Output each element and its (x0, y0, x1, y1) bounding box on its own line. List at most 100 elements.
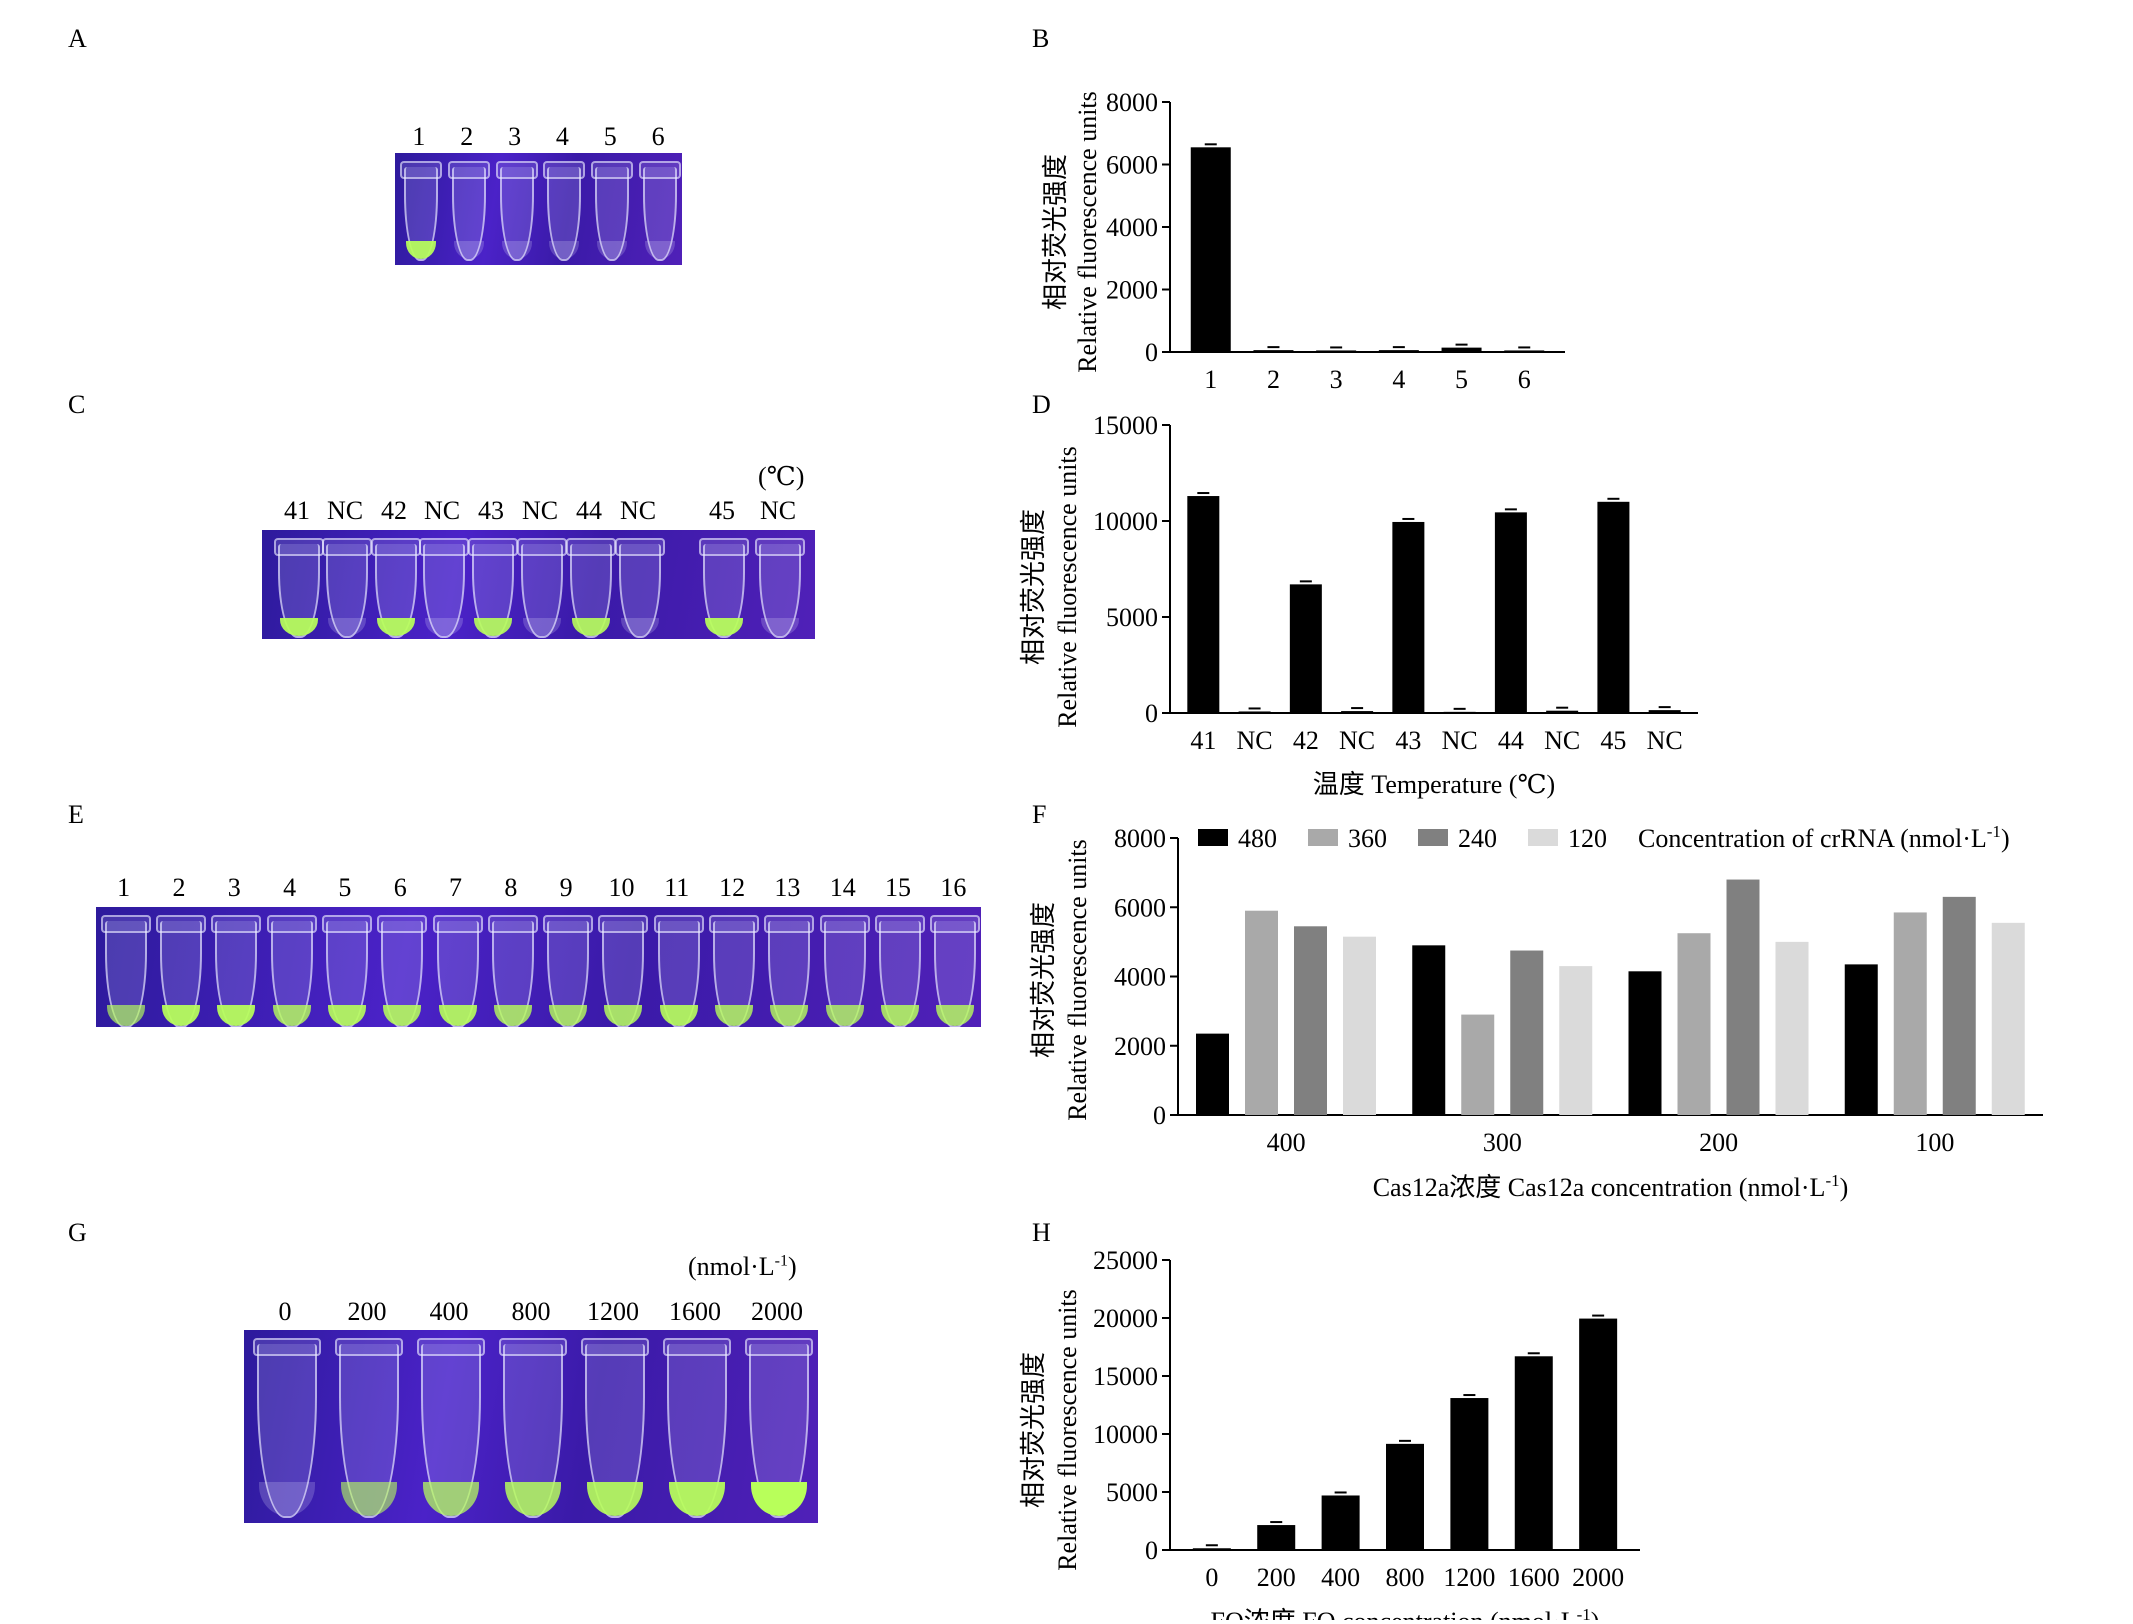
tube-label: 1 (412, 122, 426, 151)
tube-label: 6 (393, 873, 407, 902)
bar (1844, 964, 1878, 1115)
tube-fluid (549, 1005, 588, 1026)
y-tick-label: 6000 (1106, 151, 1158, 180)
tube (699, 538, 749, 638)
y-tick-label: 10000 (1093, 1420, 1158, 1449)
fq-unit-close: ) (787, 1252, 797, 1281)
tube-cap (517, 538, 567, 556)
bar (1628, 971, 1662, 1115)
tube (487, 915, 538, 1027)
tube-label: 2000 (751, 1297, 803, 1326)
tube-fluid (505, 1482, 561, 1516)
tube (432, 915, 483, 1027)
tube-cap (321, 915, 372, 933)
tube (615, 538, 665, 638)
tube-label: 41 (284, 496, 310, 525)
bar (1341, 711, 1374, 714)
x-tick-label: 5 (1455, 365, 1468, 394)
tube-label: 0 (278, 1297, 292, 1326)
tube-fluid (604, 1005, 643, 1026)
tube-strip-a (395, 153, 682, 265)
tube-strip-e (96, 907, 981, 1027)
bar (1289, 584, 1322, 713)
tube-fluid (597, 241, 628, 259)
y-axis-label-en: Relative fluorescence units (1053, 1289, 1082, 1571)
x-tick-label: 200 (1699, 1128, 1738, 1157)
x-tick-label: 2 (1267, 365, 1280, 394)
legend-swatch (1418, 829, 1448, 846)
tube-fluid (587, 1482, 643, 1516)
tube-cap (499, 1338, 567, 1356)
y-tick-label: 0 (1145, 699, 1158, 728)
legend-swatch (1528, 829, 1558, 846)
panel-letter-g: G (68, 1218, 87, 1247)
panel-letter-e: E (68, 800, 84, 829)
legend-label: 360 (1348, 824, 1387, 853)
tube-fluid (106, 1005, 145, 1026)
bar (1238, 711, 1271, 714)
tube-label: 15 (885, 873, 912, 902)
tube-cap (211, 915, 262, 933)
tube-fluid (761, 618, 799, 636)
legend-swatch (1198, 829, 1228, 846)
x-tick-label: 43 (1395, 726, 1421, 755)
tube-cap (930, 915, 981, 933)
bar (1514, 1356, 1553, 1550)
y-tick-label: 2000 (1114, 1032, 1166, 1061)
y-tick-label: 2000 (1106, 276, 1158, 305)
tube-label: 1 (117, 873, 131, 902)
bar (1378, 350, 1419, 353)
tube-cap (371, 538, 421, 556)
tube-fluid (705, 618, 743, 636)
tube-label: NC (521, 496, 559, 525)
tube-cap (639, 161, 682, 179)
bar (1461, 1014, 1495, 1115)
y-tick-label: 8000 (1114, 824, 1166, 853)
bar (1190, 147, 1231, 352)
tube (371, 538, 421, 638)
x-axis-label: FQ浓度 FQ concentration (nmol·L-1) (1211, 1605, 1600, 1620)
y-tick-label: 20000 (1093, 1304, 1158, 1333)
tube-cap (709, 915, 760, 933)
tube-cap (377, 915, 428, 933)
bar (1597, 501, 1630, 713)
tube-cap (591, 161, 634, 179)
tube (335, 1338, 403, 1518)
y-tick-label: 5000 (1106, 1478, 1158, 1507)
tube-fluid (501, 241, 532, 259)
tube-cap (100, 915, 151, 933)
bar (1504, 350, 1545, 353)
tube-fluid (341, 1482, 397, 1516)
tube-label: 7 (449, 873, 463, 902)
bar (1196, 1033, 1229, 1115)
y-axis-label-cn: 相对荧光强度 (1029, 902, 1058, 1058)
tube (930, 915, 981, 1027)
tube (322, 538, 372, 638)
y-axis-label-en: Relative fluorescence units (1053, 446, 1082, 728)
tube-fluid (161, 1005, 200, 1026)
chart-b: 0 2000 4000 6000 8000 相对荧光强度 Relative fluoresc… (1041, 88, 1565, 394)
tube-cap (598, 915, 649, 933)
tube (598, 915, 649, 1027)
bar (1321, 1495, 1360, 1550)
tube-label: 800 (511, 1297, 551, 1326)
tube-cap (419, 538, 469, 556)
x-tick-label: 4 (1392, 365, 1405, 394)
bar (1412, 945, 1446, 1115)
chart-f: 0 2000 4000 6000 8000 相对荧光强度 Relative fluoresc… (1029, 822, 2043, 1202)
bar (1942, 896, 1976, 1115)
tube-fluid (825, 1005, 864, 1026)
y-axis-label-en: Relative fluorescence units (1063, 839, 1092, 1121)
tube-label: 43 (478, 496, 504, 525)
tube (566, 538, 616, 638)
y-axis-label-cn: 相对荧光强度 (1019, 1352, 1048, 1508)
tube (639, 161, 682, 261)
tube (417, 1338, 485, 1518)
tube-cap (581, 1338, 649, 1356)
legend-title: Concentration of crRNA (nmol·L-1) (1638, 822, 2010, 853)
temperature-unit-label: (℃) (758, 462, 805, 491)
bar (1257, 1525, 1296, 1550)
x-tick-label: 2000 (1572, 1563, 1624, 1592)
bar (1726, 879, 1760, 1115)
tube-label: 9 (559, 873, 573, 902)
